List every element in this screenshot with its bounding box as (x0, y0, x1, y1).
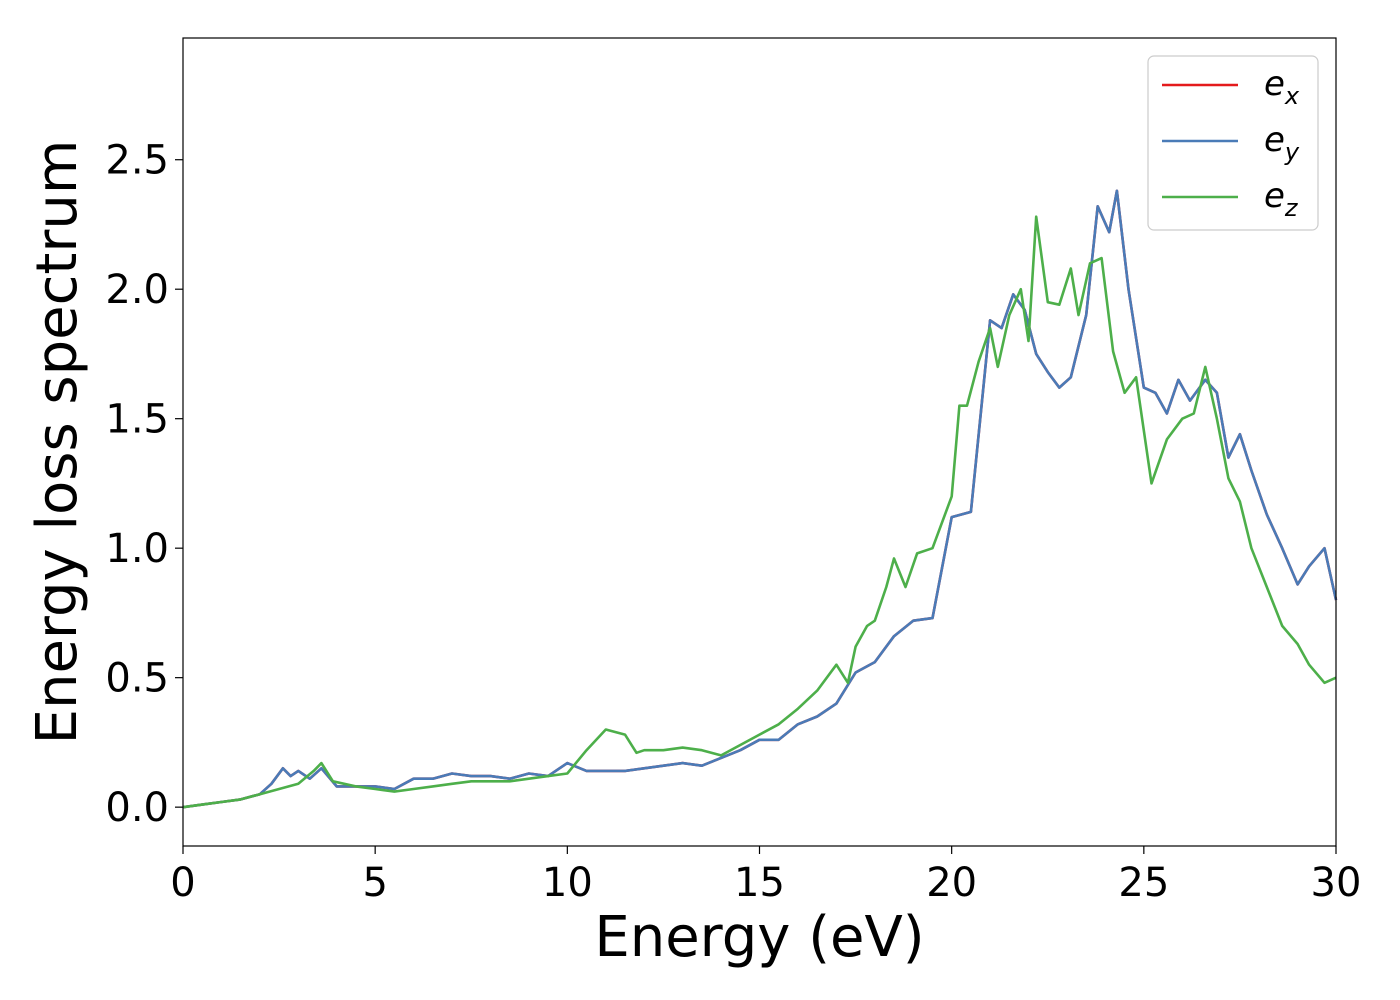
legend-label-ex: ex (1264, 64, 1300, 110)
x-tick-label: 10 (542, 860, 593, 906)
y-tick-label: 0.5 (105, 656, 169, 702)
x-tick-label: 20 (926, 860, 977, 906)
y-tick-label: 2.0 (105, 267, 169, 313)
x-axis-title: Energy (eV) (594, 905, 924, 970)
legend-label-ey: ey (1264, 120, 1300, 166)
plot-area (183, 38, 1336, 846)
series-layer (182, 189, 1338, 809)
x-tick-label: 0 (170, 860, 195, 906)
legend: ex ey ez (1147, 55, 1319, 231)
y-axis-ticks: 0.0 0.5 1.0 1.5 2.0 2.5 (105, 138, 183, 831)
x-tick-label: 25 (1118, 860, 1169, 906)
series-line-ez (182, 215, 1337, 809)
y-tick-label: 1.5 (105, 397, 169, 443)
x-tick-label: 15 (734, 860, 785, 906)
legend-label-ez: ez (1264, 176, 1299, 222)
x-tick-label: 30 (1311, 860, 1362, 906)
y-tick-label: 1.0 (105, 526, 169, 572)
y-tick-label: 2.5 (105, 138, 169, 184)
y-tick-label: 0.0 (105, 785, 169, 831)
y-axis-title: Energy loss spectrum (25, 140, 90, 745)
x-axis-ticks: 0 5 10 15 20 25 30 (170, 846, 1361, 906)
x-tick-label: 5 (362, 860, 387, 906)
legend-box (1147, 55, 1319, 231)
